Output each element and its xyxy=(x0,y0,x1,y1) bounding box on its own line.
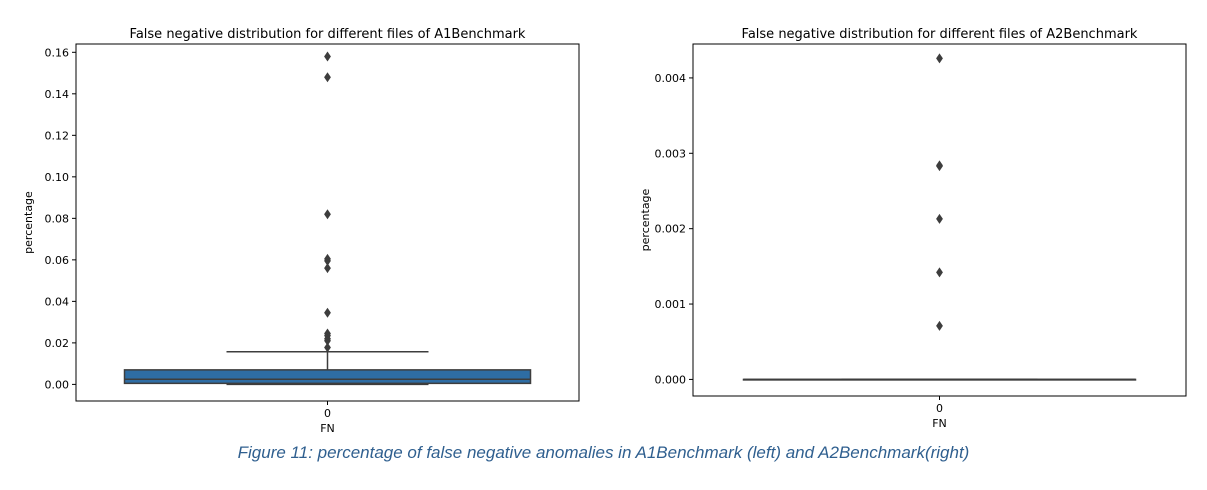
outlier-point xyxy=(324,72,331,83)
outlier-point xyxy=(936,267,943,278)
y-tick-label: 0.003 xyxy=(655,147,687,160)
plot-frame xyxy=(75,43,580,402)
outlier-point xyxy=(936,320,943,331)
y-tick-label: 0.004 xyxy=(655,72,687,85)
outlier-point xyxy=(324,335,331,346)
y-tick-label: 0.12 xyxy=(45,129,70,142)
outlier-point xyxy=(324,342,331,353)
y-tick-label: 0.002 xyxy=(655,223,687,236)
y-tick-label: 0.02 xyxy=(45,337,70,350)
y-tick-label: 0.06 xyxy=(45,254,70,267)
outlier-point xyxy=(324,255,331,266)
y-tick-label: 0.14 xyxy=(45,88,70,101)
outlier-point xyxy=(936,213,943,224)
y-axis-label: percentage xyxy=(22,191,35,254)
x-tick-label: 0 xyxy=(324,407,331,420)
chart-panel-2: False negative distribution for differen… xyxy=(639,27,1187,430)
figure-panels: False negative distribution for differen… xyxy=(22,27,1187,435)
box-iqr xyxy=(123,369,532,385)
x-tick-label: 0 xyxy=(936,402,943,415)
y-tick-label: 0.04 xyxy=(45,295,70,308)
chart-title: False negative distribution for differen… xyxy=(130,27,526,42)
outlier-point xyxy=(324,51,331,62)
x-axis-label: FN xyxy=(320,422,335,435)
outlier-point xyxy=(936,161,943,172)
figure-caption: Figure 11: percentage of false negative … xyxy=(237,443,970,462)
chart-title: False negative distribution for differen… xyxy=(742,27,1138,42)
chart-panel-1: False negative distribution for differen… xyxy=(22,27,580,435)
y-tick-label: 0.00 xyxy=(45,378,70,391)
plot-frame xyxy=(692,43,1187,397)
x-axis-label: FN xyxy=(932,417,947,430)
y-tick-label: 0.000 xyxy=(655,373,687,386)
outlier-point xyxy=(324,209,331,220)
outlier-point xyxy=(324,307,331,318)
outlier-point xyxy=(324,263,331,274)
y-tick-label: 0.001 xyxy=(655,298,687,311)
outlier-point xyxy=(936,53,943,64)
y-tick-label: 0.08 xyxy=(45,212,70,225)
y-axis-label: percentage xyxy=(639,188,652,251)
y-tick-label: 0.10 xyxy=(45,171,70,184)
y-tick-label: 0.16 xyxy=(45,46,70,59)
